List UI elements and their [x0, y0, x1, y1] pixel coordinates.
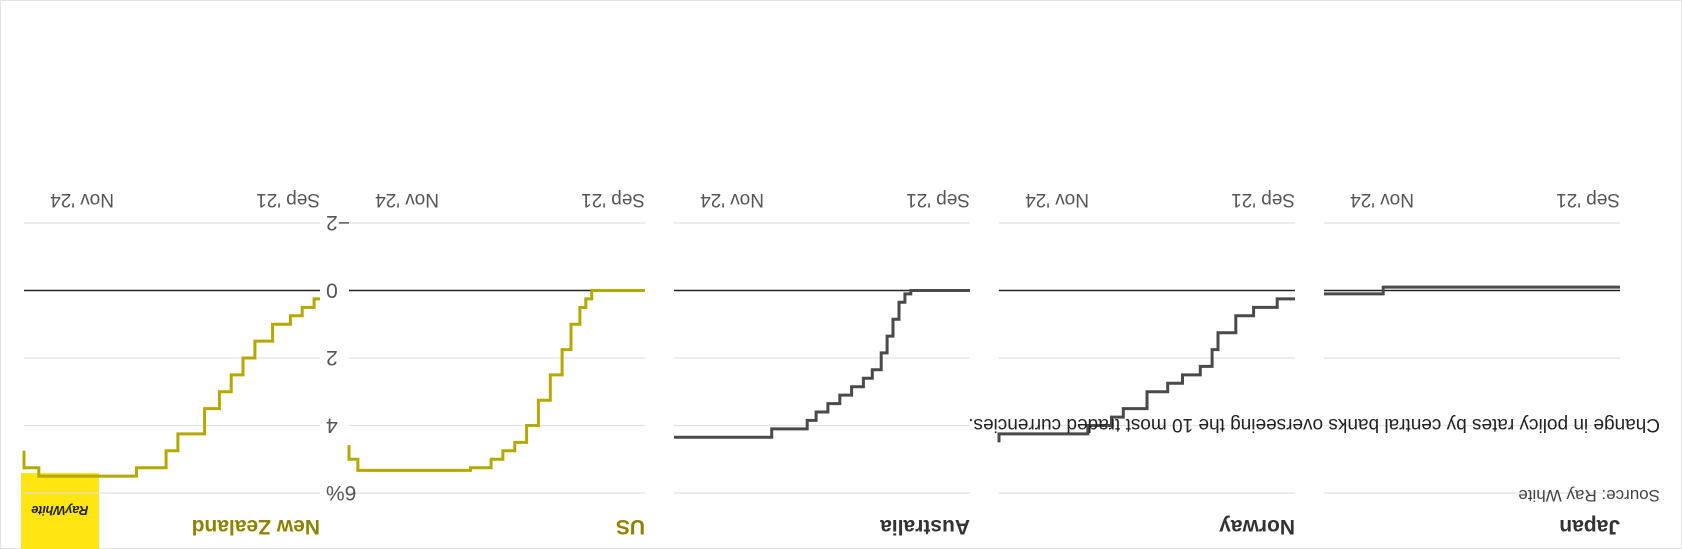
series-line	[22, 297, 320, 478]
panel-norway: Norway Sep '21 Nov '24	[997, 189, 1295, 538]
panel-title: New Zealand	[192, 515, 320, 538]
panel-new-zealand: New Zealand Sep '21 Nov '24	[22, 189, 320, 538]
panel-japan: Japan Sep '21 Nov '24	[1324, 189, 1620, 538]
panel-title: Norway	[1219, 515, 1295, 538]
panel-us: US Sep '21 Nov '24	[347, 189, 645, 538]
x-tick-label: Sep '21	[256, 189, 320, 210]
series-line	[347, 289, 645, 472]
y-tick-label: 6%	[326, 481, 356, 504]
panel-australia: Australia Sep '21 Nov '24	[674, 189, 970, 538]
panel-title: US	[616, 515, 645, 538]
series-line	[997, 297, 1295, 443]
y-tick-label: 2	[326, 346, 338, 369]
x-tick-label: Nov '24	[375, 189, 439, 210]
panel-title: Australia	[880, 515, 970, 538]
series-line	[674, 289, 970, 439]
x-tick-label: Sep '21	[581, 189, 645, 210]
x-tick-label: Nov '24	[700, 189, 764, 210]
y-tick-label: 0	[326, 279, 338, 302]
x-tick-label: Nov '24	[50, 189, 114, 210]
x-tick-label: Sep '21	[1231, 189, 1295, 210]
source-note: Source: Ray White	[1518, 486, 1660, 505]
x-tick-label: Sep '21	[1556, 189, 1620, 210]
x-tick-label: Nov '24	[1350, 189, 1414, 210]
x-tick-label: Nov '24	[1025, 189, 1089, 210]
series-line	[1324, 285, 1620, 296]
chart-subtitle: Change in policy rates by central banks …	[968, 414, 1660, 435]
panel-title: Japan	[1559, 515, 1620, 538]
y-axis: −2 0 2 4 6%	[326, 211, 357, 504]
x-tick-label: Sep '21	[906, 189, 970, 210]
y-tick-label: −2	[326, 211, 350, 234]
y-tick-label: 4	[326, 414, 338, 437]
